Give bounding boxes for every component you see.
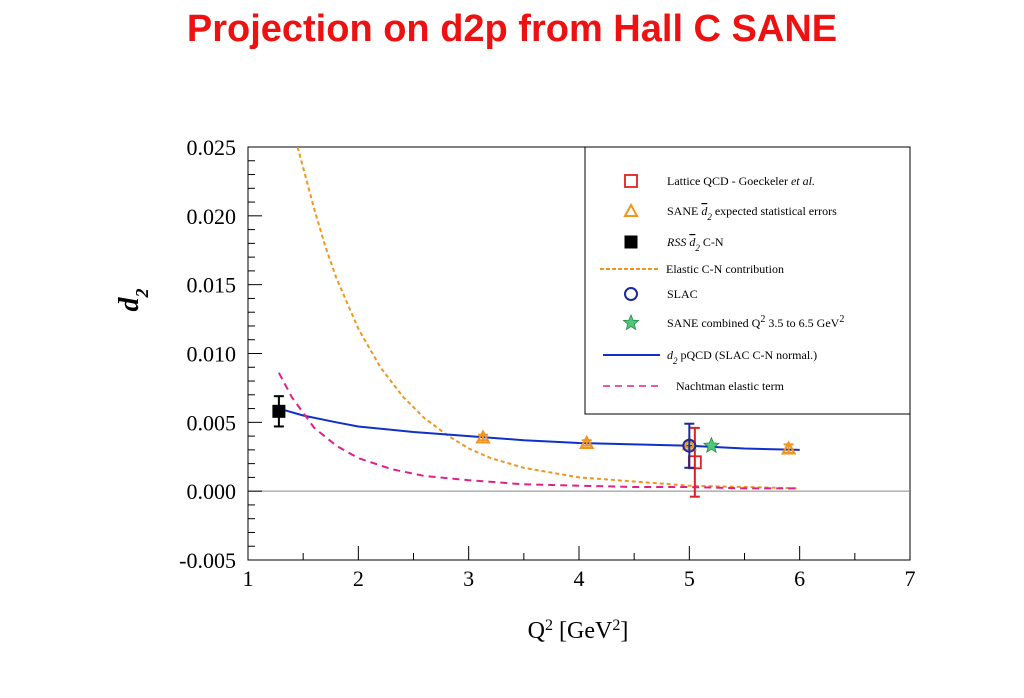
point-rss bbox=[272, 404, 286, 418]
x-tick-label: 4 bbox=[574, 566, 585, 591]
legend-label-slac: SLAC bbox=[667, 287, 698, 301]
point-slac bbox=[682, 438, 697, 453]
x-tick-label: 6 bbox=[794, 566, 805, 591]
legend-label-rss: RSS d2 C-N bbox=[666, 235, 724, 253]
legend-label-lattice: Lattice QCD - Goeckeler et al. bbox=[667, 174, 815, 188]
curve-pqcd bbox=[278, 407, 800, 451]
point-sane bbox=[475, 429, 491, 444]
legend-marker-sane_combined bbox=[622, 313, 640, 331]
x-tick-label: 3 bbox=[463, 566, 474, 591]
y-tick-label: 0.010 bbox=[187, 342, 237, 367]
curves bbox=[278, 147, 800, 490]
slide-title: Projection on d2p from Hall C SANE bbox=[186, 8, 838, 50]
y-tick-label: 0.000 bbox=[187, 479, 237, 504]
legend-label-sane_combined: SANE combined Q2 3.5 to 6.5 GeV2 bbox=[667, 314, 844, 331]
y-tick-label: -0.005 bbox=[179, 548, 236, 573]
y-tick-label: 0.015 bbox=[187, 273, 237, 298]
data-points bbox=[272, 395, 797, 498]
legend-label-sane: SANE d2 expected statistical errors bbox=[667, 204, 837, 222]
legend: Lattice QCD - Goeckeler et al. SANE d2 ex… bbox=[584, 146, 911, 415]
curve-elastic bbox=[296, 147, 800, 490]
legend-label-pqcd: d2 pQCD (SLAC C-N normal.) bbox=[667, 348, 817, 366]
point-sane bbox=[579, 434, 595, 449]
point-sane_combined bbox=[702, 436, 721, 454]
y-tick-label: 0.005 bbox=[187, 410, 237, 435]
legend-marker-sane bbox=[623, 202, 639, 217]
x-axis-title: Q2 [GeV2] bbox=[528, 617, 629, 645]
point-sane bbox=[780, 440, 797, 455]
legend-label-nachtman: Nachtman elastic term bbox=[676, 379, 785, 393]
legend-marker-slac bbox=[624, 287, 638, 301]
x-tick-label: 1 bbox=[243, 566, 254, 591]
curve-nachtman bbox=[278, 372, 800, 490]
axis-labels: Q2 [GeV2] d2 bbox=[114, 289, 628, 645]
y-axis-title: d2 bbox=[114, 289, 152, 312]
x-tick-label: 2 bbox=[353, 566, 364, 591]
legend-marker-rss bbox=[624, 235, 638, 249]
y-tick-label: 0.025 bbox=[187, 135, 237, 160]
x-tick-label: 5 bbox=[684, 566, 695, 591]
axis-ticks: -0.005 0.000 0.005 0.010 0.015 0.020 0.025 1 2 3 4… bbox=[179, 135, 915, 591]
x-tick-label: 7 bbox=[905, 566, 916, 591]
legend-box bbox=[584, 146, 911, 415]
legend-marker-lattice bbox=[624, 174, 638, 188]
legend-label-elastic: Elastic C-N contribution bbox=[666, 262, 784, 276]
y-tick-label: 0.020 bbox=[187, 204, 237, 229]
